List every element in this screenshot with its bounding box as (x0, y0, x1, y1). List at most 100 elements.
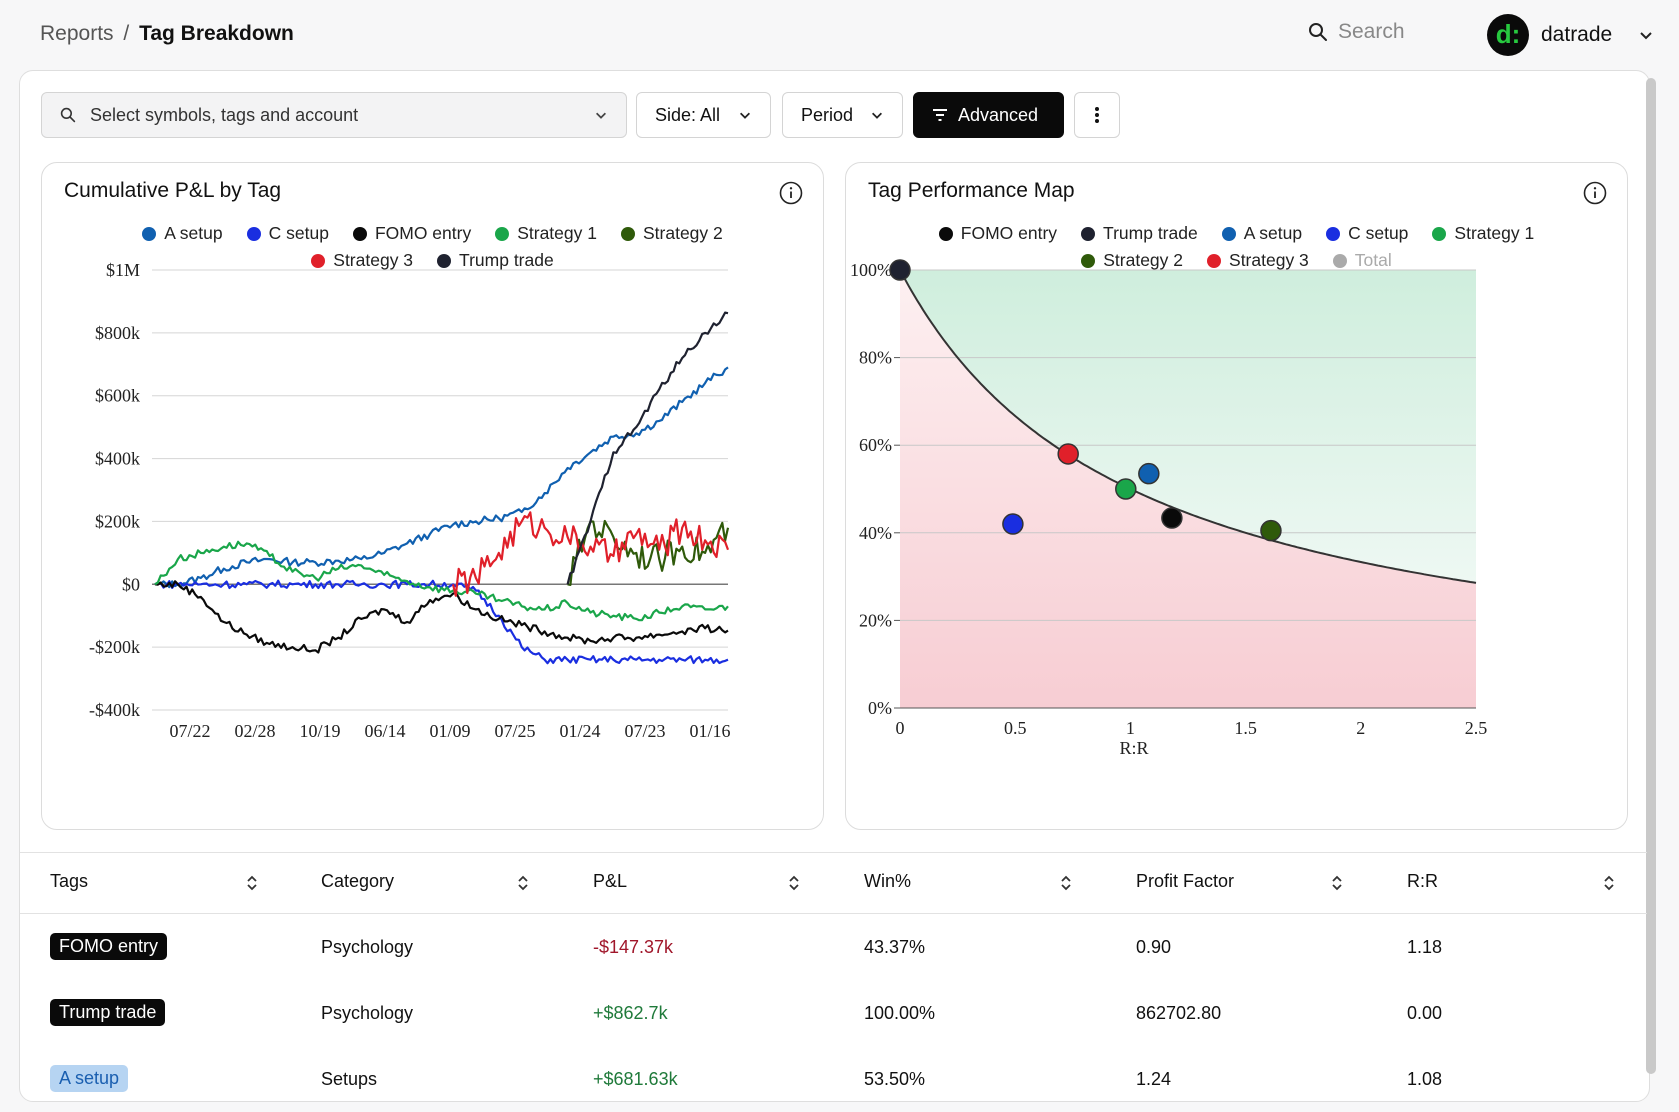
y-tick-label: -$400k (89, 700, 140, 720)
winning-zone (900, 270, 1476, 583)
legend-item-total[interactable]: Total (1332, 250, 1392, 271)
legend-item-trump-trade[interactable]: Trump trade (1081, 223, 1198, 244)
chevron-down-icon (740, 112, 750, 119)
legend-item-fomo-entry[interactable]: FOMO entry (352, 223, 471, 244)
sort-icon[interactable] (517, 873, 529, 893)
advanced-filter-button[interactable]: Advanced (913, 92, 1064, 138)
legend-dot (495, 226, 510, 241)
column-header-category[interactable]: Category (321, 871, 395, 891)
search-icon (60, 107, 76, 123)
legend-item-c-setup[interactable]: C setup (1326, 223, 1408, 244)
table-row[interactable]: A setup Setups +$681.63k 53.50% 1.24 1.0… (20, 1046, 1647, 1112)
performance-map-title: Tag Performance Map (868, 179, 1075, 202)
chevron-down-icon (596, 112, 606, 119)
table-row[interactable]: Trump trade Psychology +$862.7k 100.00% … (20, 980, 1647, 1046)
sort-icon[interactable] (788, 873, 800, 893)
pnl-cell: +$862.7k (593, 1003, 668, 1023)
legend-dot (1221, 226, 1236, 241)
more-vertical-icon (1095, 107, 1099, 123)
legend-item-strategy-2[interactable]: Strategy 2 (620, 223, 723, 244)
scatter-point-strategy-3 (1057, 443, 1079, 465)
tag-chip[interactable]: Trump trade (50, 999, 166, 1026)
y-tick-label: 100% (850, 260, 892, 280)
period-filter-button[interactable]: Period (782, 92, 903, 138)
breadcrumb: Reports / Tag Breakdown (40, 22, 294, 46)
y-tick-label: $1M (106, 260, 140, 280)
legend-label: FOMO entry (960, 223, 1058, 243)
x-tick-label: 06/14 (364, 721, 405, 741)
table-row[interactable]: FOMO entry Psychology -$147.37k 43.37% 0… (20, 914, 1647, 980)
legend-label: Strategy 3 (1229, 250, 1309, 270)
legend-item-strategy-1[interactable]: Strategy 1 (495, 223, 597, 244)
column-header-pnl[interactable]: P&L (593, 871, 628, 891)
series-line-strategy-1 (154, 540, 729, 622)
info-icon[interactable] (1583, 181, 1607, 205)
legend-label: Trump trade (1103, 223, 1198, 243)
cumulative-pnl-card: Cumulative P&L by Tag A setup C setup FO… (41, 162, 824, 830)
series-line-fomo-entry (154, 580, 729, 654)
y-tick-label: 0% (868, 698, 892, 718)
legend-label: Strategy 3 (333, 250, 414, 270)
symbol-tag-account-select[interactable]: Select symbols, tags and account (41, 92, 627, 138)
legend-item-strategy-3[interactable]: Strategy 3 (1207, 250, 1309, 271)
scrollbar[interactable] (1646, 78, 1656, 1074)
side-filter-button[interactable]: Side: All (636, 92, 771, 138)
pnl-cell: -$147.37k (593, 937, 674, 957)
rr-cell: 0.00 (1407, 1003, 1443, 1023)
column-header-tags[interactable]: Tags (50, 871, 89, 891)
legend-item-strategy-1[interactable]: Strategy 1 (1432, 223, 1534, 244)
legend-dot (1081, 253, 1096, 268)
search-box[interactable]: Search (1308, 20, 1405, 44)
account-menu[interactable]: d: datrade (1487, 14, 1654, 56)
legend-item-trump-trade[interactable]: Trump trade (437, 250, 554, 271)
legend-dot (437, 253, 452, 268)
info-icon[interactable] (779, 181, 803, 205)
win-rate-cell: 43.37% (864, 937, 926, 957)
legend-item-strategy-3[interactable]: Strategy 3 (311, 250, 413, 271)
legend-item-c-setup[interactable]: C setup (246, 223, 329, 244)
y-tick-label: -$200k (89, 637, 140, 657)
legend-dot (1207, 253, 1222, 268)
sort-icon[interactable] (1331, 873, 1343, 893)
win-rate-cell: 100.00% (864, 1003, 936, 1023)
scatter-point-strategy-2 (1260, 519, 1282, 542)
tag-chip[interactable]: FOMO entry (50, 933, 168, 960)
legend-item-fomo-entry[interactable]: FOMO entry (938, 223, 1058, 244)
sort-icon[interactable] (1060, 873, 1072, 893)
series-line-strategy-2 (567, 519, 730, 586)
x-tick-label: 10/19 (299, 721, 340, 741)
rr-cell: 1.08 (1407, 1069, 1443, 1089)
cumulative-pnl-chart: $1M $800k $600k $400k $200k $0 -$200k -$400k 07/… (89, 260, 731, 741)
sort-icon[interactable] (246, 873, 258, 893)
legend-label: Strategy 1 (517, 223, 597, 243)
legend-item-a-setup[interactable]: A setup (1221, 223, 1302, 244)
y-tick-label: 60% (859, 435, 892, 455)
category-cell: Psychology (321, 1003, 414, 1023)
search-icon (1309, 23, 1327, 41)
scatter-point-strategy-1 (1115, 478, 1137, 500)
avatar: d: (1487, 14, 1529, 56)
legend-item-strategy-2[interactable]: Strategy 2 (1081, 250, 1183, 271)
sort-icon[interactable] (1603, 873, 1615, 893)
legend-label: Total (1354, 250, 1392, 270)
side-filter-label: Side: All (655, 104, 721, 125)
legend-item-a-setup[interactable]: A setup (142, 223, 223, 244)
map-legend-row-2: Strategy 2 Strategy 3 Total (846, 250, 1627, 271)
y-tick-label: $200k (95, 511, 140, 531)
column-header-rr[interactable]: R:R (1407, 871, 1438, 891)
rr-cell: 1.18 (1407, 937, 1443, 957)
y-tick-label: $600k (95, 386, 140, 406)
column-header-win-rate[interactable]: Win% (864, 871, 912, 891)
column-header-profit-factor[interactable]: Profit Factor (1136, 871, 1235, 891)
cumulative-pnl-title: Cumulative P&L by Tag (64, 179, 282, 202)
legend-label: C setup (268, 223, 329, 243)
more-options-button[interactable] (1074, 92, 1120, 138)
breadcrumb-reports-link[interactable]: Reports (40, 22, 114, 45)
y-tick-label: $0 (122, 574, 140, 594)
legend-dot (142, 226, 157, 241)
x-tick-label: 1 (1126, 718, 1135, 738)
filter-icon (933, 109, 947, 121)
y-tick-label: 20% (859, 610, 892, 630)
legend-dot (352, 226, 367, 241)
account-name: datrade (1541, 23, 1613, 46)
